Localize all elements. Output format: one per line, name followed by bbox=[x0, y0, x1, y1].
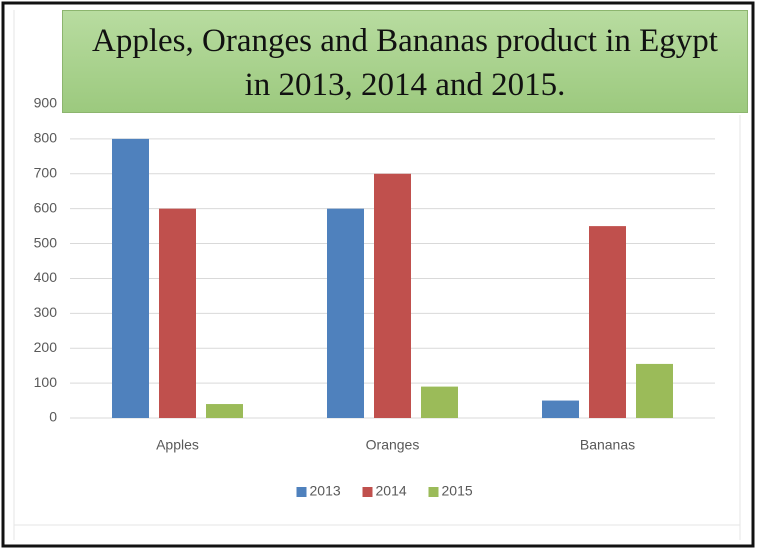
x-tick-label: Apples bbox=[156, 437, 199, 453]
y-tick-label: 700 bbox=[34, 164, 58, 180]
y-tick-label: 900 bbox=[34, 95, 58, 111]
y-tick-label: 600 bbox=[34, 199, 58, 215]
x-tick-label: Oranges bbox=[366, 437, 420, 453]
legend-label: 2015 bbox=[442, 483, 473, 499]
bar bbox=[589, 226, 626, 418]
y-tick-label: 300 bbox=[34, 304, 58, 320]
bar bbox=[421, 386, 458, 418]
x-tick-label: Bananas bbox=[580, 437, 635, 453]
legend-swatch bbox=[362, 487, 373, 497]
legend-label: 2013 bbox=[310, 483, 341, 499]
legend-swatch bbox=[428, 487, 439, 497]
chart-title: Apples, Oranges and Bananas product in E… bbox=[62, 10, 748, 113]
bar bbox=[206, 404, 243, 418]
y-tick-label: 0 bbox=[49, 409, 57, 425]
bar bbox=[542, 400, 579, 418]
bar bbox=[159, 208, 196, 418]
bar bbox=[327, 208, 364, 418]
y-tick-label: 400 bbox=[34, 269, 58, 285]
bar bbox=[374, 173, 411, 418]
bar bbox=[636, 363, 673, 418]
y-tick-label: 800 bbox=[34, 130, 58, 146]
y-tick-label: 100 bbox=[34, 374, 58, 390]
bar bbox=[112, 138, 149, 418]
y-tick-label: 200 bbox=[34, 339, 58, 355]
y-tick-label: 500 bbox=[34, 234, 58, 250]
legend-swatch bbox=[296, 487, 307, 497]
legend-label: 2014 bbox=[376, 483, 407, 499]
